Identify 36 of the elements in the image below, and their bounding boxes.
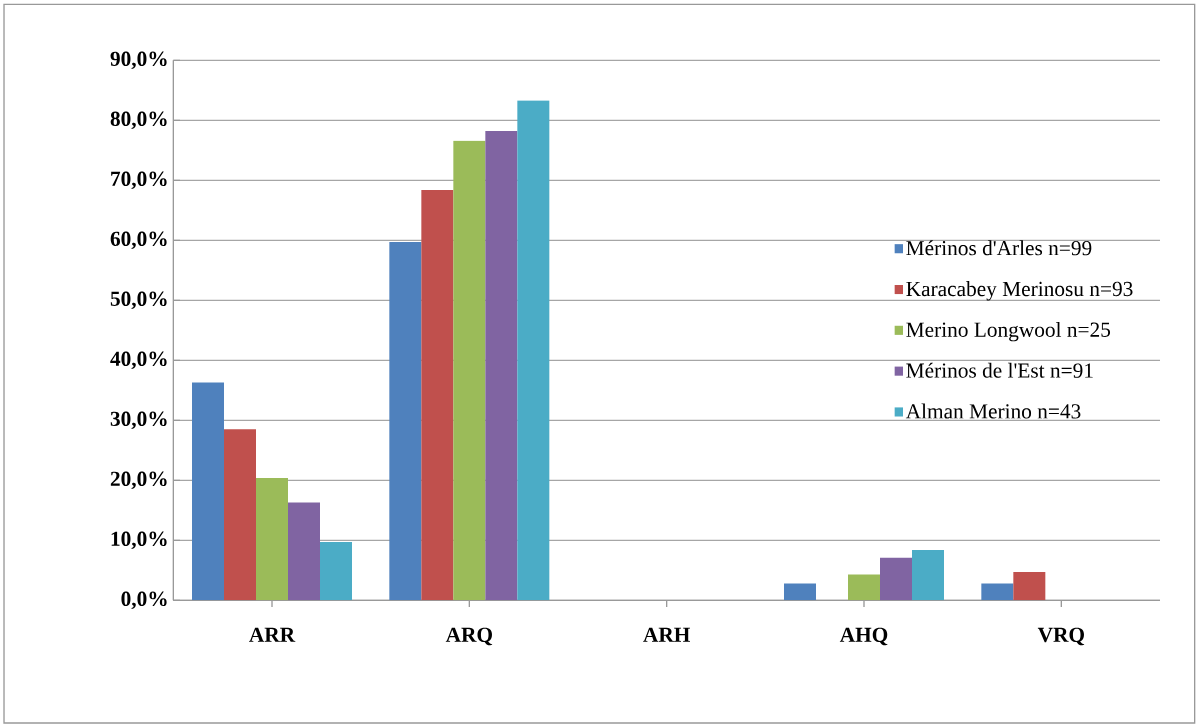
x-tick-label: ARQ bbox=[445, 627, 493, 646]
y-tick-label: 60,0% bbox=[110, 231, 167, 250]
legend-label: Merino Longwool n=25 bbox=[906, 321, 1111, 342]
bar bbox=[981, 583, 1014, 601]
bar bbox=[453, 140, 486, 601]
y-tick-label: 50,0% bbox=[110, 291, 167, 310]
y-tick-label: 80,0% bbox=[110, 111, 167, 130]
bar bbox=[224, 429, 256, 601]
x-tick-label: VRQ bbox=[1037, 627, 1085, 646]
bar bbox=[256, 477, 288, 601]
y-tick-label: 30,0% bbox=[110, 411, 167, 430]
y-tick-label: 40,0% bbox=[110, 351, 167, 370]
legend-label: Alman Merino n=43 bbox=[905, 403, 1081, 419]
bar bbox=[485, 131, 518, 601]
x-tick-label: AHQ bbox=[839, 627, 888, 646]
y-tick-label: 90,0% bbox=[110, 51, 167, 70]
y-tick-label: 0,0% bbox=[121, 591, 167, 610]
legend-label: Karacabey Merinosu n=93 bbox=[906, 281, 1133, 301]
bar bbox=[389, 242, 422, 601]
y-tick-label: 20,0% bbox=[110, 471, 167, 490]
y-tick-label: 70,0% bbox=[111, 171, 167, 190]
legend-label: Mérinos de l'Est n=91 bbox=[906, 362, 1093, 378]
bar bbox=[880, 557, 912, 601]
bar bbox=[517, 100, 550, 601]
bar bbox=[784, 583, 816, 601]
bar bbox=[421, 189, 454, 601]
x-tick-label: ARR bbox=[249, 627, 296, 642]
legend-label: Mérinos d'Arles n=99 bbox=[906, 240, 1092, 256]
bar bbox=[288, 502, 320, 601]
y-tick-label: 10,0% bbox=[111, 531, 167, 550]
x-tick-label: ARH bbox=[643, 627, 690, 642]
bar bbox=[1013, 572, 1046, 601]
bar bbox=[912, 549, 944, 601]
bar bbox=[320, 542, 353, 601]
bar bbox=[848, 574, 880, 601]
bar bbox=[192, 382, 224, 601]
